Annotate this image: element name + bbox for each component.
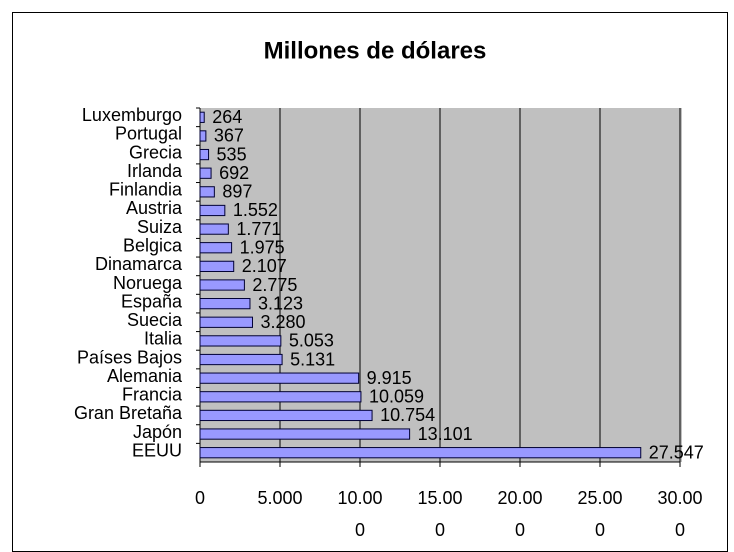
x-tick-label: 5.000 xyxy=(257,488,303,508)
bar xyxy=(199,223,229,235)
value-label: 27.547 xyxy=(649,442,704,462)
y-tick-label: Austria xyxy=(126,198,183,218)
bar xyxy=(199,298,251,310)
y-tick-label: Finlandia xyxy=(109,180,183,200)
bar xyxy=(199,130,207,142)
y-tick-label: Suiza xyxy=(137,217,183,237)
bar xyxy=(199,316,253,328)
y-tick-label: Belgica xyxy=(123,235,183,255)
bar xyxy=(199,260,235,272)
y-tick-label: Irlanda xyxy=(127,161,183,181)
value-label: 2.775 xyxy=(252,275,297,295)
y-tick-label: Noruega xyxy=(113,273,183,293)
x-tick-label: 25.000 xyxy=(577,488,623,540)
bar xyxy=(199,353,283,366)
y-tick-label: Luxemburgo xyxy=(82,105,182,125)
y-tick-label: Suecia xyxy=(127,310,183,330)
x-tick-label: 20.000 xyxy=(497,488,543,540)
value-label: 1.771 xyxy=(236,219,281,239)
x-tick-label: 15.000 xyxy=(417,488,463,540)
bar xyxy=(199,372,360,384)
value-label: 10.059 xyxy=(369,387,424,407)
bar xyxy=(199,409,373,422)
y-tick-label: Portugal xyxy=(115,124,182,144)
value-label: 897 xyxy=(222,182,252,202)
y-tick-label: Francia xyxy=(122,385,183,405)
x-tick-label: 10.000 xyxy=(337,488,383,540)
x-tick-label: 30.000 xyxy=(657,488,703,540)
value-label: 1.975 xyxy=(240,237,285,257)
y-tick-label: Italia xyxy=(144,329,183,349)
value-label: 264 xyxy=(212,107,242,127)
bar xyxy=(199,167,212,179)
x-tick-label: 0 xyxy=(194,488,205,508)
y-tick-label: España xyxy=(121,291,183,311)
value-label: 3.280 xyxy=(260,312,305,332)
chart-title: Millones de dólares xyxy=(264,37,487,64)
y-tick-label: EEUU xyxy=(132,440,182,460)
value-label: 692 xyxy=(219,163,249,183)
bar xyxy=(199,391,362,403)
y-tick-label: Alemania xyxy=(107,366,183,386)
bar xyxy=(199,428,411,440)
bar xyxy=(199,186,215,198)
value-label: 5.131 xyxy=(290,349,335,369)
value-label: 1.552 xyxy=(233,200,278,220)
bar xyxy=(199,335,282,347)
bar xyxy=(199,279,245,291)
value-label: 9.915 xyxy=(367,368,412,388)
y-tick-label: Japón xyxy=(133,422,182,442)
bar xyxy=(199,242,233,254)
value-label: 5.053 xyxy=(289,331,334,351)
value-label: 2.107 xyxy=(242,256,287,276)
bar xyxy=(199,204,226,217)
y-tick-label: Dinamarca xyxy=(95,254,183,274)
value-label: 367 xyxy=(214,126,244,146)
bar xyxy=(199,148,210,161)
bar xyxy=(199,447,642,459)
y-tick-label: Gran Bretaña xyxy=(74,403,183,423)
value-label: 10.754 xyxy=(380,405,435,425)
value-label: 3.123 xyxy=(258,293,303,313)
value-label: 535 xyxy=(217,144,247,164)
y-tick-label: Países Bajos xyxy=(77,347,182,367)
value-label: 13.101 xyxy=(418,424,473,444)
y-tick-label: Grecia xyxy=(129,142,183,162)
bar xyxy=(199,111,205,123)
